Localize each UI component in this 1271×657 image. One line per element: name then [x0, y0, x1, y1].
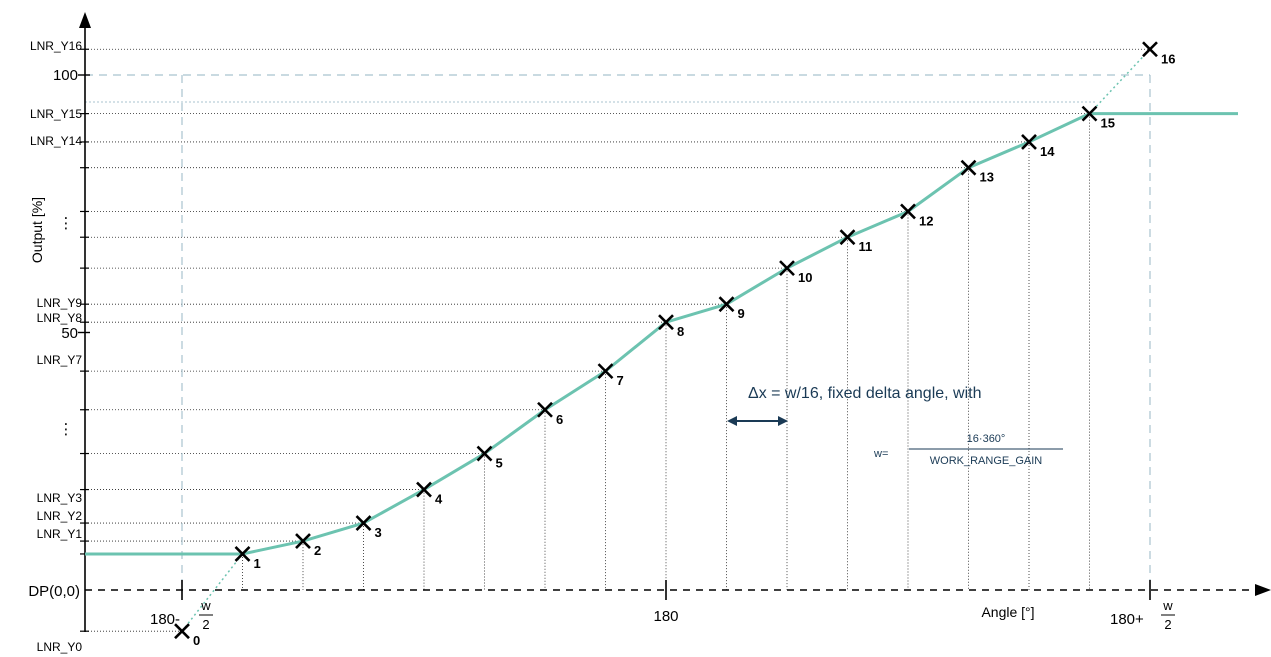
point-marker-6: 6: [537, 401, 563, 427]
delta-text: Δx = w/16, fixed delta angle, with: [748, 385, 981, 402]
point-marker-4: 4: [416, 481, 443, 507]
label-lnr-y15: LNR_Y15: [30, 107, 82, 121]
label-lnr-y16: LNR_Y16: [30, 39, 82, 53]
point-marker-5: 5: [476, 445, 503, 471]
horizontal-reference-lines: [85, 48, 1150, 632]
point-marker-13: 13: [960, 159, 994, 185]
point-cross-b-0: [174, 623, 190, 640]
point-label-8: 8: [677, 324, 684, 339]
point-label-14: 14: [1040, 144, 1055, 159]
point-cross-b-5: [476, 445, 493, 462]
point-label-3: 3: [375, 525, 382, 540]
label-origin: DP(0,0): [28, 583, 80, 600]
point-cross-b-4: [416, 481, 432, 498]
label-lnr-y9: LNR_Y9: [37, 296, 83, 310]
label-180-plus: 180+: [1110, 611, 1144, 628]
point-label-9: 9: [738, 306, 745, 321]
point-marker-8: 8: [658, 314, 684, 339]
label-ellipsis-top: ⋮: [59, 215, 74, 232]
point-label-15: 15: [1101, 116, 1115, 131]
x-axis-labels: 180- w 2 180 Angle [°] 180+ w 2: [150, 598, 1175, 632]
point-marker-1: 1: [234, 546, 261, 571]
point-label-11: 11: [859, 239, 873, 254]
point-cross-b-1: [234, 546, 251, 562]
point-label-2: 2: [314, 543, 321, 558]
label-right-two: 2: [1164, 617, 1171, 632]
range-box: [85, 74, 1151, 590]
point-cross-b-8: [658, 314, 674, 331]
point-marker-14: 14: [1021, 134, 1055, 159]
point-marker-7: 7: [597, 363, 624, 388]
curve-upper-extrapolation: [1088, 48, 1151, 115]
label-180-center: 180: [653, 608, 678, 625]
point-cross-b-13: [960, 159, 977, 176]
point-label-16: 16: [1161, 51, 1175, 66]
point-cross-b-7: [597, 363, 614, 380]
point-cross-b-14: [1021, 134, 1037, 150]
x-axis-ticks: [181, 580, 1151, 600]
point-cross-b-6: [537, 401, 553, 418]
label-lnr-y2: LNR_Y2: [37, 509, 83, 523]
point-marker-16: 16: [1142, 41, 1175, 66]
label-lnr-y7: LNR_Y7: [37, 353, 83, 367]
point-label-10: 10: [798, 270, 812, 285]
point-marker-11: 11: [839, 229, 873, 254]
point-cross-b-11: [839, 229, 856, 246]
label-180-minus: 180-: [150, 611, 180, 628]
label-left-two: 2: [202, 617, 209, 632]
point-cross-b-12: [900, 203, 916, 220]
delta-annotation: Δx = w/16, fixed delta angle, with w= 16…: [727, 385, 1063, 467]
y-axis-title: Output [%]: [29, 197, 45, 263]
label-left-w: w: [200, 598, 211, 613]
y-axis-arrowhead: [79, 12, 91, 28]
y-axis-labels: LNR_Y16 100 LNR_Y15 LNR_Y14 ⋮ LNR_Y9 LNR…: [28, 39, 82, 654]
label-100: 100: [53, 67, 78, 84]
w-denominator: WORK_RANGE_GAIN: [930, 455, 1043, 467]
axes: [79, 12, 1271, 632]
point-marker-9: 9: [718, 296, 745, 321]
point-label-7: 7: [617, 373, 624, 388]
linearization-curve: [85, 48, 1238, 632]
point-label-12: 12: [919, 213, 933, 228]
w-numerator: 16·360°: [967, 433, 1006, 445]
point-label-6: 6: [556, 412, 563, 427]
point-marker-15: 15: [1081, 105, 1115, 131]
point-cross-b-15: [1081, 105, 1098, 122]
point-cross-b-9: [718, 296, 735, 313]
point-marker-0: 0: [174, 623, 200, 648]
point-marker-12: 12: [900, 203, 933, 228]
x-axis-arrowhead: [1255, 584, 1271, 596]
label-lnr-y14: LNR_Y14: [30, 134, 82, 148]
x-axis-title: Angle [°]: [981, 604, 1034, 620]
point-label-0: 0: [193, 633, 200, 648]
vertical-drop-lines: [242, 113, 1090, 590]
point-cross-b-3: [355, 515, 372, 531]
point-cross-b-2: [295, 533, 311, 549]
label-ellipsis-bottom: ⋮: [59, 421, 74, 438]
label-50: 50: [61, 325, 78, 342]
w-equals: w=: [873, 448, 888, 460]
point-label-5: 5: [496, 456, 503, 471]
point-label-4: 4: [435, 492, 443, 507]
label-lnr-y3: LNR_Y3: [37, 491, 83, 505]
label-lnr-y1: LNR_Y1: [37, 527, 83, 541]
point-cross-b-10: [779, 260, 795, 277]
label-lnr-y8: LNR_Y8: [37, 311, 83, 325]
point-cross-b-16: [1142, 41, 1158, 58]
y-axis-ticks: [78, 48, 90, 632]
point-marker-10: 10: [779, 260, 812, 285]
point-label-1: 1: [254, 556, 261, 571]
point-marker-2: 2: [295, 533, 321, 558]
point-label-13: 13: [980, 170, 994, 185]
curve-lower-extrapolation: [181, 553, 244, 632]
label-right-w: w: [1162, 598, 1173, 613]
label-lnr-y0: LNR_Y0: [37, 640, 83, 654]
point-marker-3: 3: [355, 515, 382, 540]
